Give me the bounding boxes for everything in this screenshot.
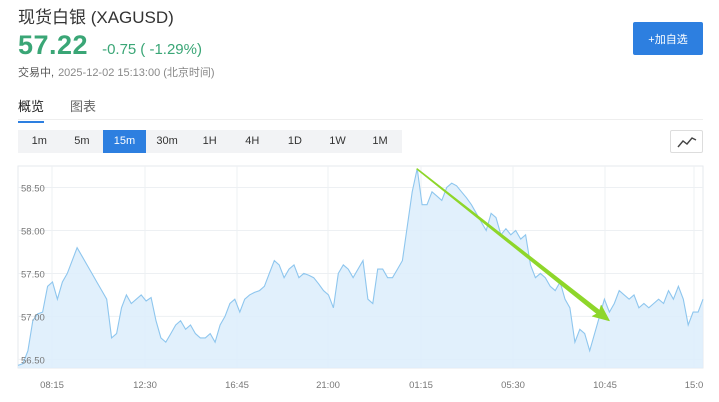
arrow-shape	[416, 168, 610, 322]
price-chart[interactable]: 56.50 57.00 57.50 58.00 58.50 08:15 12:30 16:4…	[0, 160, 719, 402]
x-tick-label: 05:30	[501, 380, 525, 391]
line-chart-icon	[677, 137, 697, 148]
price-area	[18, 168, 703, 368]
interval-15m[interactable]: 15m	[103, 130, 146, 153]
status-timestamp: 2025-12-02 15:13:00 (北京时间)	[58, 67, 215, 79]
interval-1m[interactable]: 1m	[31, 135, 47, 147]
interval-selector: 1m 5m 15m 30m 1H 4H 1D 1W 1M	[18, 130, 402, 153]
trading-status: 交易中, 2025-12-02 15:13:00 (北京时间)	[18, 64, 215, 80]
x-tick-label: 15:0	[685, 380, 704, 391]
price-change-percent: ( -1.29%)	[140, 41, 202, 58]
x-tick-label: 21:00	[316, 380, 340, 391]
interval-1w[interactable]: 1W	[329, 135, 346, 147]
chart-type-toggle[interactable]	[670, 130, 703, 153]
interval-1mo[interactable]: 1M	[372, 135, 388, 147]
trend-arrow-annotation	[416, 168, 610, 322]
main-tabs: 概览 图表	[18, 96, 122, 123]
current-price: 57.22	[18, 30, 89, 60]
interval-1h[interactable]: 1H	[202, 135, 217, 147]
add-to-watchlist-button[interactable]: +加自选	[633, 22, 703, 55]
price-change: -0.75	[102, 41, 137, 58]
x-tick-label: 08:15	[40, 380, 64, 391]
interval-5m[interactable]: 5m	[74, 135, 90, 147]
price-row: 57.22 -0.75 ( -1.29%)	[18, 30, 202, 62]
page-title: 现货白银 (XAGUSD)	[18, 8, 174, 27]
tab-overview[interactable]: 概览	[18, 96, 45, 123]
tab-chart[interactable]: 图表	[70, 99, 97, 114]
y-tick-label: 58.00	[21, 226, 45, 237]
x-tick-label: 16:45	[225, 380, 249, 391]
x-tick-label: 12:30	[133, 380, 157, 391]
y-tick-label: 56.50	[21, 355, 45, 366]
interval-4h[interactable]: 4H	[245, 135, 260, 147]
x-tick-label: 10:45	[593, 380, 617, 391]
interval-1d[interactable]: 1D	[287, 135, 302, 147]
y-tick-label: 58.50	[21, 183, 45, 194]
tab-divider	[18, 119, 703, 120]
status-label: 交易中,	[18, 67, 55, 79]
interval-30m[interactable]: 30m	[156, 135, 178, 147]
y-tick-label: 57.00	[21, 312, 45, 323]
y-tick-label: 57.50	[21, 269, 45, 280]
price-line	[17, 168, 704, 366]
x-tick-label: 01:15	[409, 380, 433, 391]
